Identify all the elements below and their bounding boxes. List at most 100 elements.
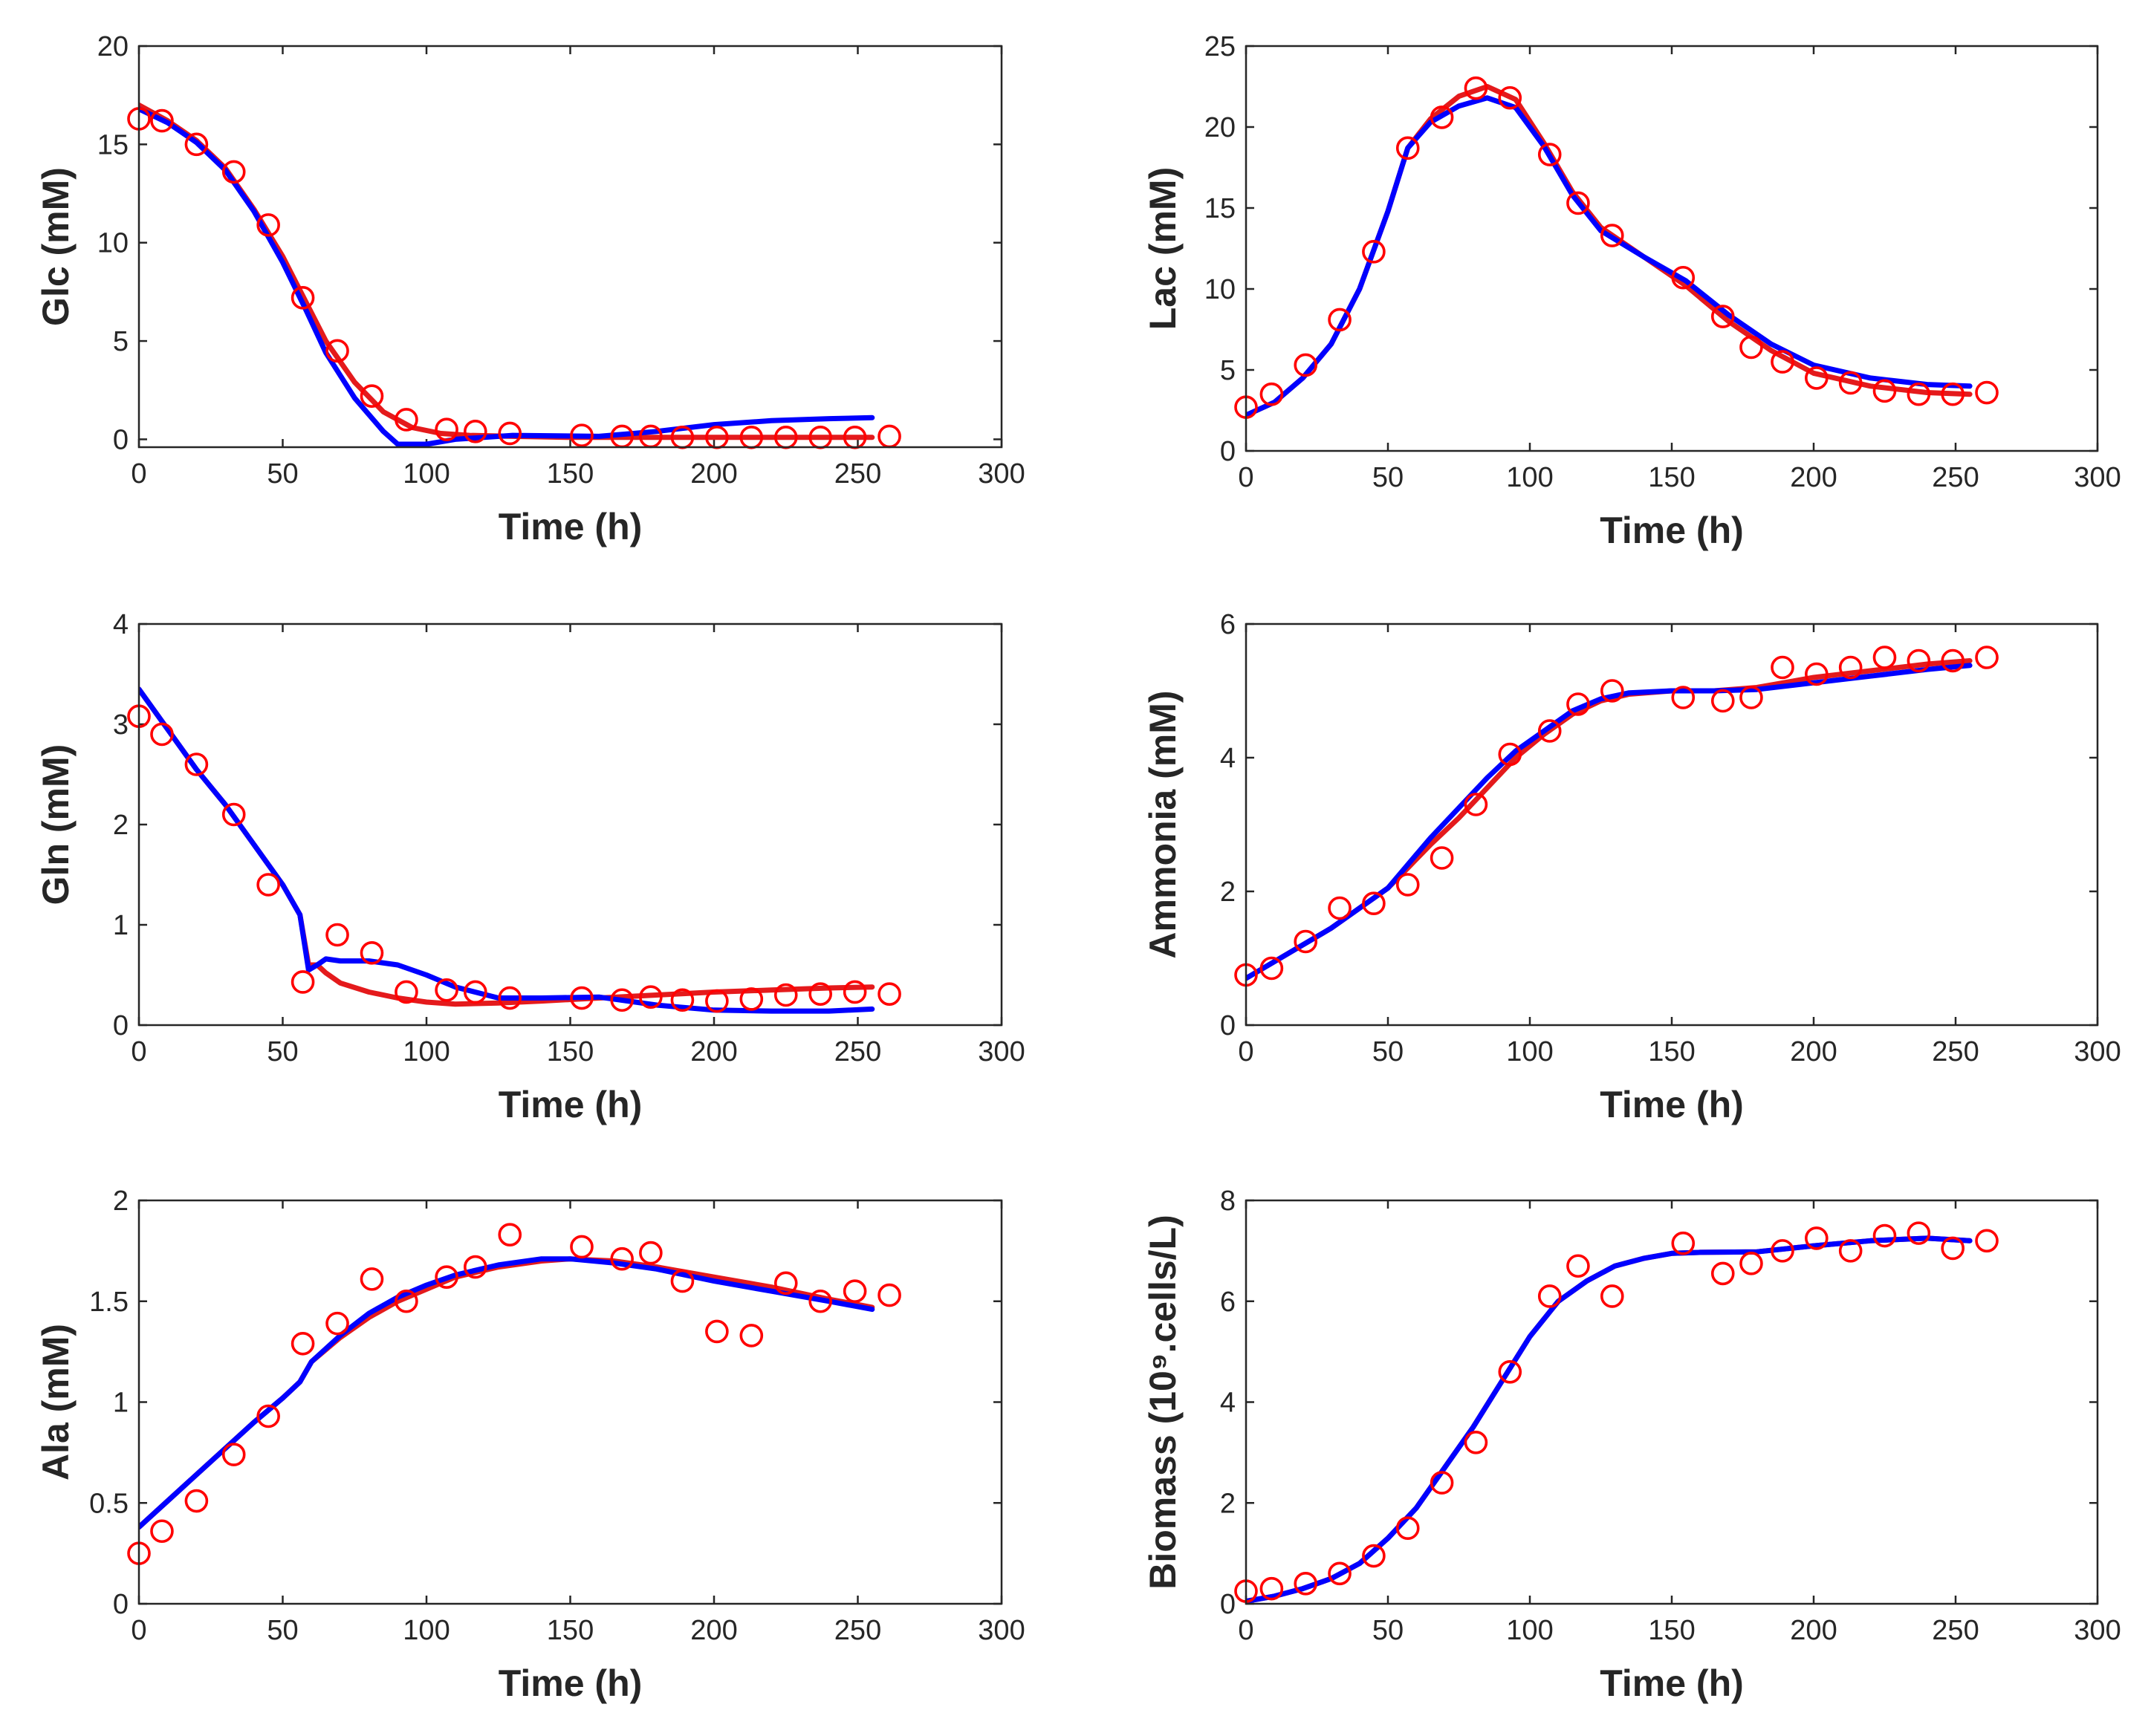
data-point-experimental	[1838, 655, 1863, 680]
y-tick-label: 6	[1220, 1287, 1236, 1318]
y-tick-label: 2	[113, 1186, 129, 1217]
y-tick-label: 1.5	[89, 1287, 129, 1318]
x-tick-label: 150	[547, 1036, 594, 1067]
data-point-experimental	[1362, 1544, 1386, 1568]
y-axis-label: Lac (mM)	[1142, 167, 1184, 330]
data-point-experimental	[843, 1279, 867, 1303]
data-point-experimental	[1430, 846, 1454, 870]
data-point-experimental	[395, 1289, 418, 1313]
y-tick-label: 0	[113, 424, 129, 455]
data-point-experimental	[1395, 136, 1420, 160]
axes-box	[1245, 45, 2099, 452]
data-point-experimental	[877, 1283, 901, 1307]
data-point-experimental	[877, 982, 901, 1006]
x-tick-label: 100	[403, 1615, 450, 1646]
data-point-experimental	[705, 989, 729, 1013]
data-point-experimental	[1328, 1561, 1352, 1586]
data-point-experimental	[1362, 240, 1386, 264]
data-point-experimental	[670, 1269, 695, 1293]
x-tick-label: 300	[2074, 1615, 2121, 1646]
x-tick-label: 0	[131, 1036, 146, 1067]
data-point-experimental	[150, 1519, 174, 1544]
data-point-experimental	[1566, 191, 1590, 215]
y-tick-label: 0	[1220, 1589, 1236, 1620]
y-axis-label: Gln (mM)	[35, 744, 77, 906]
data-point-experimental	[1671, 265, 1696, 290]
chart-panel-biomass: 0 50 100 150 200 250 300 0 2 4 6 8 Time (h) Biomass (…	[1142, 1186, 2121, 1704]
data-point-experimental	[1975, 1229, 1999, 1253]
x-tick-label: 300	[978, 458, 1025, 490]
data-point-experimental	[1941, 1236, 1965, 1261]
data-point-experimental	[1430, 105, 1454, 129]
data-point-experimental	[256, 1404, 280, 1428]
data-point-experimental	[570, 423, 594, 447]
data-point-experimental	[670, 988, 695, 1012]
series-line-model-blue	[139, 1256, 875, 1530]
data-point-experimental	[1805, 662, 1829, 686]
plot-area	[139, 1256, 875, 1530]
data-point-experimental	[150, 108, 174, 133]
data-point-experimental	[1872, 1223, 1897, 1248]
data-point-experimental	[1537, 719, 1562, 743]
data-point-experimental	[1805, 366, 1829, 390]
data-point-experimental	[1537, 1284, 1562, 1308]
data-point-experimental	[463, 980, 487, 1004]
data-point-experimental	[1771, 1239, 1794, 1263]
data-point-experimental	[463, 1255, 487, 1279]
data-point-experimental	[1430, 1471, 1454, 1495]
x-tick-label: 200	[690, 1615, 737, 1646]
axes-box	[1245, 622, 2099, 1027]
data-point-experimental	[1838, 371, 1863, 395]
x-axis-label: Time (h)	[499, 1662, 643, 1704]
data-point-experimental	[256, 213, 280, 237]
y-axis-label: Ala (mM)	[35, 1324, 77, 1480]
data-point-experimental	[1498, 742, 1522, 767]
data-point-experimental	[325, 339, 349, 363]
data-point-experimental	[1294, 353, 1318, 377]
x-tick-label: 250	[1932, 1615, 1979, 1646]
x-tick-label: 300	[978, 1615, 1025, 1646]
y-tick-label: 5	[1220, 355, 1236, 386]
data-point-experimental	[221, 160, 246, 184]
data-point-experimental	[1671, 686, 1696, 709]
data-point-experimental	[1710, 305, 1735, 328]
data-point-experimental	[1872, 646, 1897, 669]
y-tick-label: 20	[97, 31, 129, 62]
data-point-experimental	[1600, 1284, 1624, 1308]
data-point-experimental	[150, 722, 174, 747]
axes-box	[137, 45, 1003, 449]
x-tick-label: 150	[547, 458, 594, 490]
data-point-experimental	[570, 986, 594, 1010]
data-point-experimental	[1395, 873, 1420, 897]
series-line-model-blue	[1246, 663, 1973, 981]
data-point-experimental	[1710, 1261, 1735, 1286]
x-tick-label: 50	[267, 1615, 298, 1646]
data-point-experimental	[705, 1319, 729, 1344]
x-tick-label: 200	[690, 1036, 737, 1067]
x-tick-label: 200	[1790, 1615, 1837, 1646]
data-point-experimental	[843, 980, 867, 1004]
y-tick-label: 15	[97, 129, 129, 160]
data-point-experimental	[1805, 1226, 1829, 1250]
y-tick-label: 1	[113, 1388, 129, 1419]
data-point-experimental	[360, 941, 384, 965]
data-point-experimental	[1464, 1431, 1488, 1454]
x-tick-label: 100	[403, 1036, 450, 1067]
y-tick-label: 3	[113, 709, 129, 741]
data-point-experimental	[1771, 350, 1794, 374]
data-point-experimental	[1975, 646, 1999, 669]
data-point-experimental	[498, 1223, 522, 1246]
series-line-model-blue	[1246, 95, 1973, 418]
axes-box	[137, 1199, 1003, 1605]
data-point-experimental	[395, 980, 418, 1004]
y-axis-label: Ammonia (mM)	[1142, 690, 1184, 958]
data-point-experimental	[1498, 85, 1522, 110]
data-point-experimental	[739, 987, 764, 1011]
x-tick-label: 50	[1372, 1036, 1404, 1067]
x-tick-label: 250	[834, 1615, 881, 1646]
y-tick-label: 10	[1204, 274, 1236, 305]
y-tick-label: 25	[1204, 31, 1236, 62]
x-tick-label: 100	[403, 458, 450, 490]
series-line-model-red	[1246, 84, 1973, 418]
